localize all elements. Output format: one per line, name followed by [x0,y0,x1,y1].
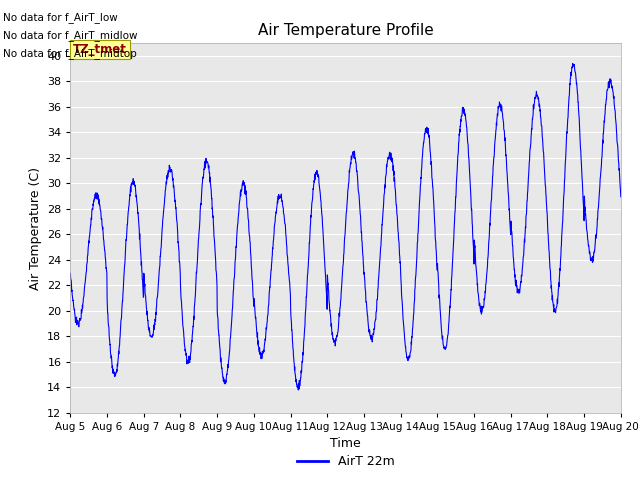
Text: No data for f_AirT_low: No data for f_AirT_low [3,12,118,23]
Text: No data for f_AirT_midlow: No data for f_AirT_midlow [3,30,138,41]
Y-axis label: Air Temperature (C): Air Temperature (C) [29,167,42,289]
Text: TZ_tmet: TZ_tmet [73,43,127,56]
Text: No data for f_AirT_midtop: No data for f_AirT_midtop [3,48,137,60]
X-axis label: Time: Time [330,437,361,450]
Title: Air Temperature Profile: Air Temperature Profile [258,23,433,38]
Legend: AirT 22m: AirT 22m [292,450,399,473]
